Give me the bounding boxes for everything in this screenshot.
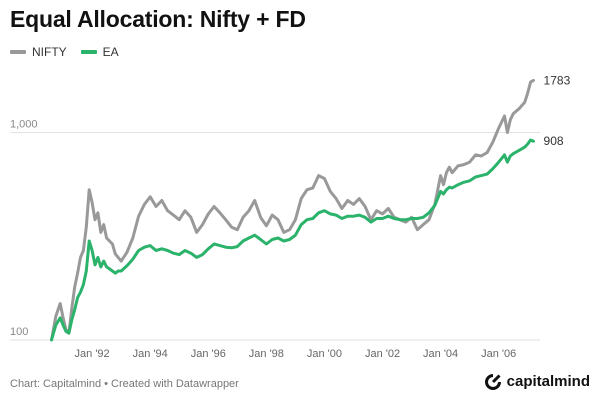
legend-item-ea: EA	[80, 45, 119, 59]
series-line-ea	[50, 138, 535, 342]
y-tick-label: 100	[10, 326, 28, 338]
brand-name: capitalmind	[506, 373, 590, 390]
legend-label-nifty: NIFTY	[32, 45, 67, 59]
legend-swatch-ea	[80, 50, 97, 54]
x-tick-label: Jan '04	[423, 348, 458, 360]
x-tick-label: Jan '00	[307, 348, 342, 360]
capitalmind-logo-icon	[484, 373, 501, 390]
x-tick-label: Jan '92	[75, 348, 110, 360]
brand-logo: capitalmind	[484, 373, 590, 390]
legend-swatch-nifty	[10, 50, 26, 54]
x-tick-label: Jan '02	[365, 348, 400, 360]
series-end-label-nifty: 1783	[544, 73, 571, 87]
x-tick-label: Jan '96	[191, 348, 226, 360]
x-tick-label: Jan '98	[249, 348, 284, 360]
series-line-nifty	[50, 78, 535, 342]
series-end-label-ea: 908	[544, 134, 564, 148]
legend-item-nifty: NIFTY	[10, 45, 67, 59]
chart-credit: Chart: Capitalmind • Created with Datawr…	[10, 378, 239, 390]
x-tick-label: Jan '06	[481, 348, 516, 360]
legend: NIFTY EA	[10, 45, 119, 59]
legend-label-ea: EA	[102, 45, 119, 59]
x-tick-label: Jan '94	[133, 348, 168, 360]
chart-title: Equal Allocation: Nifty + FD	[10, 6, 306, 32]
y-tick-label: 1,000	[10, 118, 38, 130]
